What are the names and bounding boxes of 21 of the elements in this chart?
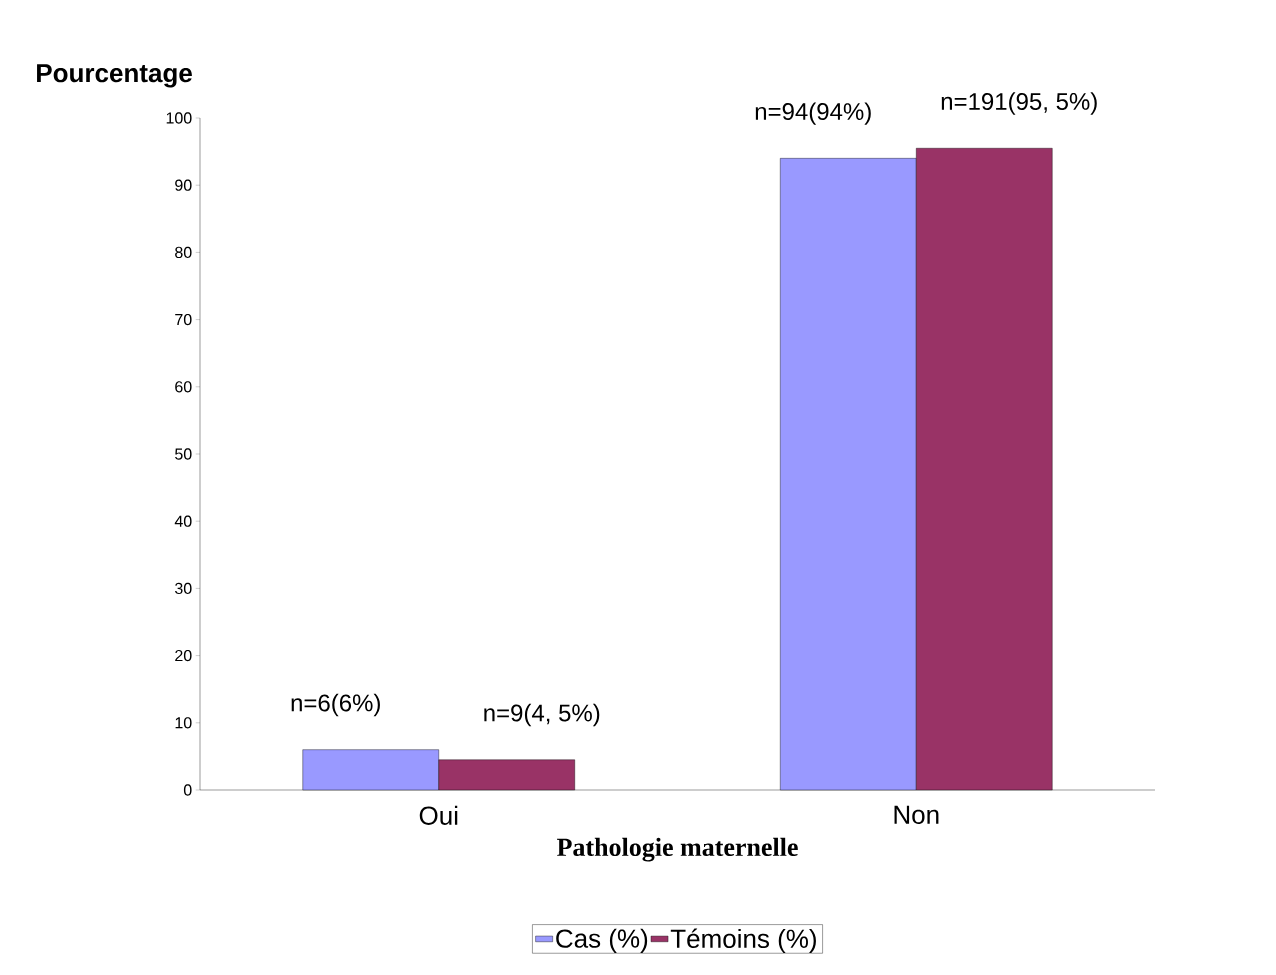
y-tick-label: 70 [175, 313, 192, 326]
x-tick-label: Oui [419, 805, 458, 825]
y-tick-label: 10 [175, 717, 192, 729]
y-tick-label: 30 [175, 582, 192, 595]
y-axis-title: Pourcentage [37, 64, 192, 88]
data-label: n=94(94%) [755, 102, 871, 125]
y-tick-label: 40 [174, 515, 192, 527]
y-tick-label: 80 [175, 246, 192, 259]
legend-label: Cas (%) [556, 928, 648, 953]
data-label: n=6(6%) [291, 693, 380, 717]
y-tick-label: 90 [175, 179, 192, 191]
data-label: n=191(95, 5%) [941, 92, 1097, 115]
x-axis-title: Pathologie maternelle [557, 837, 798, 862]
legend-label: Témoins (%) [670, 928, 816, 954]
y-tick-label: 60 [175, 381, 192, 393]
y-tick-label: 0 [183, 784, 192, 796]
x-tick-label: Non [894, 805, 939, 824]
y-tick-label: 20 [175, 649, 192, 662]
y-tick-label: 100 [166, 112, 192, 124]
data-label: n=9(4, 5%) [484, 703, 600, 727]
y-tick-label: 50 [175, 448, 192, 460]
